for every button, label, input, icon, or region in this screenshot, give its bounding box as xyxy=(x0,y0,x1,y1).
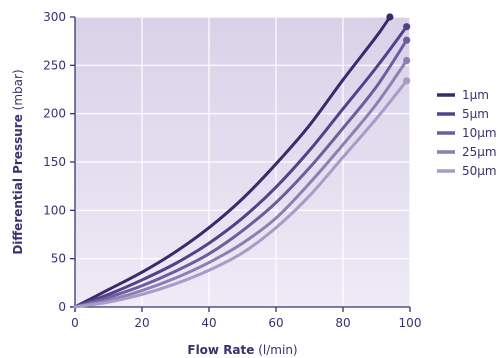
y-axis-title-main: Differential Pressure xyxy=(11,114,25,255)
legend-label: 50µm xyxy=(462,164,497,178)
y-tick-label: 300 xyxy=(43,10,66,24)
y-tick-label: 150 xyxy=(43,155,66,169)
y-tick-label: 200 xyxy=(43,107,66,121)
series-endpoint-4 xyxy=(403,77,411,85)
x-axis-title-unit: (l/min) xyxy=(258,343,297,357)
series-endpoint-1 xyxy=(403,23,411,31)
y-tick-label: 50 xyxy=(51,252,66,266)
x-tick-label: 60 xyxy=(268,316,283,330)
axes xyxy=(70,16,411,312)
series-endpoint-3 xyxy=(403,56,411,65)
series-line-3 xyxy=(73,59,409,309)
y-axis-title-unit: (mbar) xyxy=(11,69,25,110)
x-tick-label: 40 xyxy=(201,316,216,330)
legend-label: 5µm xyxy=(462,107,489,121)
legend-label: 1µm xyxy=(462,88,489,102)
x-axis-title: Flow Rate (l/min) xyxy=(187,343,297,357)
series-line-2 xyxy=(73,38,409,309)
series-endpoint-0 xyxy=(386,13,394,21)
legend-label: 25µm xyxy=(462,145,497,159)
legend: 1µm 5µm 10µm 25µm 50µm xyxy=(437,88,497,178)
y-tick-label: 250 xyxy=(43,58,66,72)
legend-label: 10µm xyxy=(462,126,497,140)
x-tick-label: 100 xyxy=(399,316,422,330)
y-tick-label: 100 xyxy=(43,203,66,217)
series xyxy=(73,13,411,309)
series-line-4 xyxy=(73,79,409,309)
y-tick-label: 0 xyxy=(58,300,66,314)
series-line-0 xyxy=(73,15,392,309)
series-endpoint-2 xyxy=(403,36,411,44)
series-line-1 xyxy=(73,25,409,309)
x-axis-title-main: Flow Rate xyxy=(187,343,254,357)
x-tick-label: 20 xyxy=(134,316,149,330)
tick-labels: 0 50 100 150 200 250 300 0 20 40 60 80 100 xyxy=(43,10,421,330)
y-axis-title: Differential Pressure (mbar) xyxy=(11,69,25,254)
x-tick-label: 0 xyxy=(71,316,79,330)
x-tick-label: 80 xyxy=(335,316,350,330)
